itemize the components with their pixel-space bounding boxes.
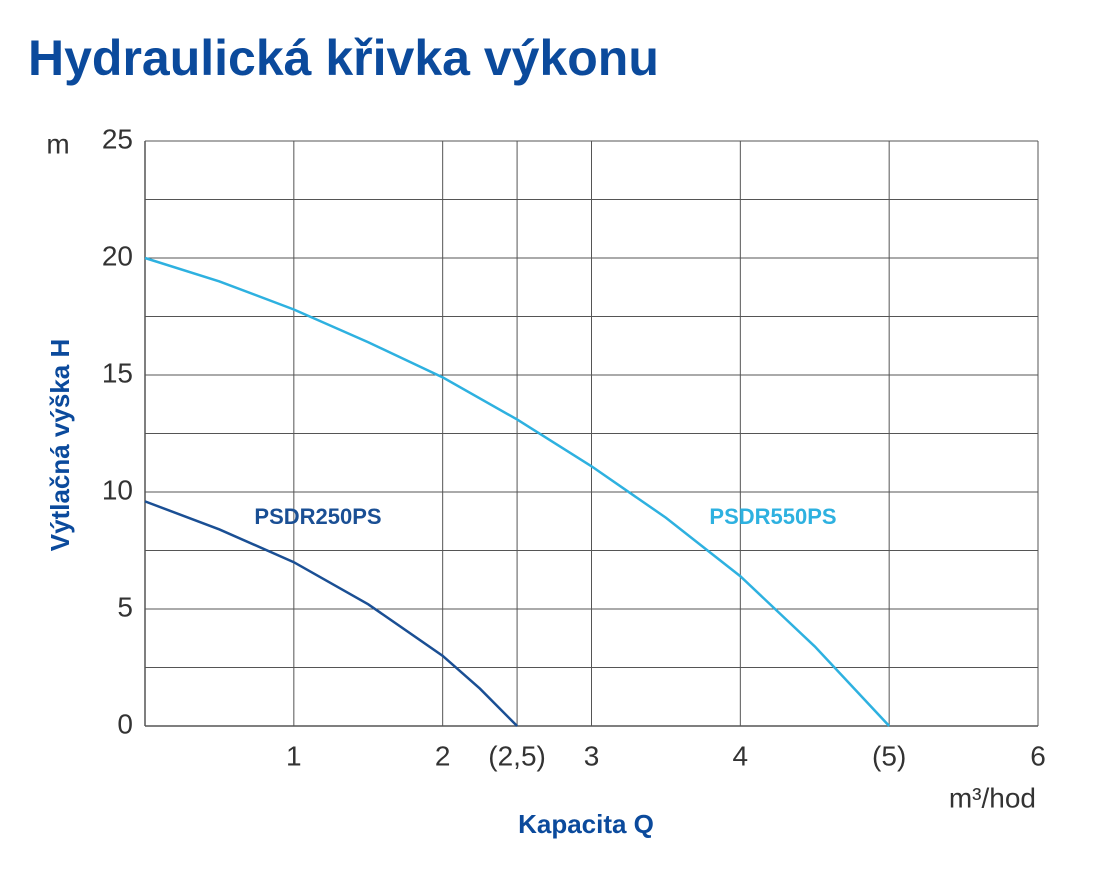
line: [144, 256, 891, 727]
y-tick-label: 20: [102, 240, 133, 271]
x-tick-label: 1: [286, 740, 302, 771]
y-tick-label: 25: [102, 123, 133, 154]
y-tick-label: 15: [102, 357, 133, 388]
x-tick-label: (2,5): [488, 740, 546, 771]
y-unit: m: [46, 128, 69, 159]
y-tick-label: 5: [117, 591, 133, 622]
y-tick-label: 10: [102, 474, 133, 505]
x-axis-label: Kapacita Q: [518, 809, 654, 839]
x-tick-label: 6: [1030, 740, 1046, 771]
x-tick-label: 2: [435, 740, 451, 771]
x-tick-label: (5): [872, 740, 906, 771]
x-tick-label: 3: [584, 740, 600, 771]
line: [144, 500, 518, 727]
series-label: PSDR250PS: [254, 504, 381, 529]
x-tick-label: 4: [733, 740, 749, 771]
y-tick-label: 0: [117, 708, 133, 739]
chart-title: Hydraulická křivka výkonu: [28, 30, 659, 86]
series-label: PSDR550PS: [709, 504, 836, 529]
x-unit: m³/hod: [949, 782, 1036, 813]
y-axis-label: Výtlačná výška H: [45, 339, 75, 551]
